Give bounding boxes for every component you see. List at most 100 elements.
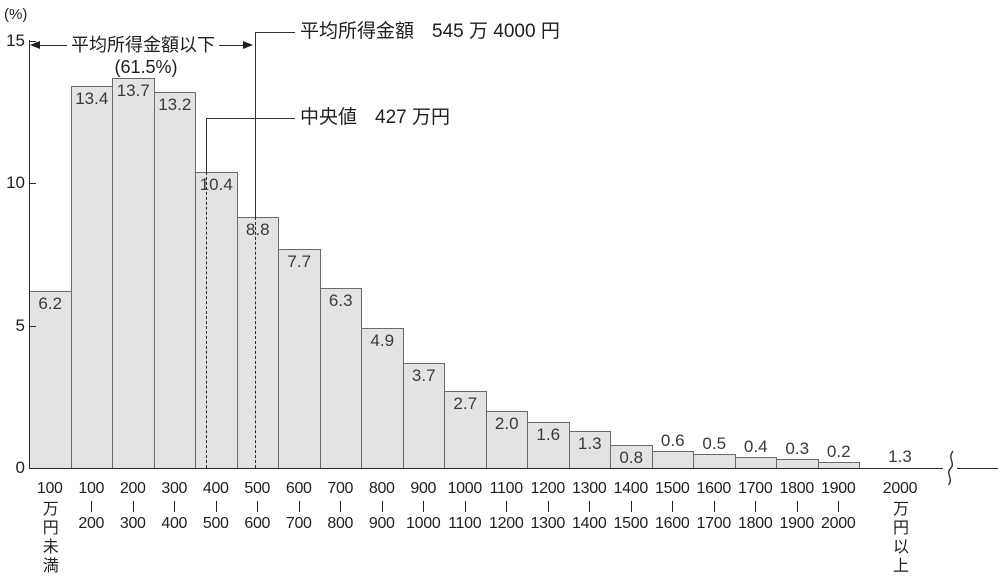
mean-leader-line <box>255 32 295 33</box>
x-category-lower-label: 1000 <box>406 515 441 532</box>
x-range-separator <box>838 501 840 512</box>
y-tick-label: 5 <box>15 315 25 335</box>
median-value: 427 万円 <box>375 107 450 128</box>
x-range-separator <box>423 501 425 512</box>
y-tick-mark <box>29 183 36 184</box>
x-unit-vertical-label: 万円以上 <box>890 500 907 576</box>
x-range-separator <box>547 501 549 512</box>
bar-value-label: 1.6 <box>536 425 561 445</box>
x-category-upper-label: 1900 <box>821 480 856 497</box>
x-category-upper-label: 300 <box>161 480 188 497</box>
x-category-upper-label: 1100 <box>489 480 524 497</box>
x-range-separator <box>381 501 383 512</box>
x-category-lower-label: 600 <box>244 515 271 532</box>
histogram-bar <box>319 288 362 469</box>
x-category-upper-label: 1400 <box>613 480 649 497</box>
x-category-lower-label: 300 <box>119 515 146 532</box>
mean-label: 平均所得金額 <box>300 21 415 42</box>
x-category-upper-label: 1500 <box>655 480 690 497</box>
histogram-bar <box>112 77 155 469</box>
x-category-lower-label: 900 <box>368 515 395 532</box>
x-category-upper-label: 100 <box>36 480 63 497</box>
x-category-lower-label: 400 <box>161 515 188 532</box>
histogram-bar <box>195 171 238 469</box>
y-tick-mark <box>29 325 36 327</box>
median-leader-line <box>206 118 295 119</box>
bar-value-label: 13.7 <box>116 80 150 100</box>
x-range-separator <box>298 501 300 512</box>
bar-value-label: 4.9 <box>370 331 395 351</box>
histogram-bar <box>153 91 196 469</box>
x-category-lower-label: 2000 <box>821 515 856 532</box>
median-line-dashed <box>206 171 207 468</box>
x-range-separator <box>257 501 259 512</box>
x-category-upper-label: 200 <box>119 480 146 497</box>
x-category-lower-label: 1500 <box>613 515 649 532</box>
x-category-upper-label: 100 <box>78 480 105 497</box>
x-category-lower-label: 1300 <box>530 515 566 532</box>
x-category-upper-label: 500 <box>244 480 271 497</box>
x-category-upper-label: 800 <box>368 480 395 497</box>
x-category-upper-label: 400 <box>202 480 229 497</box>
x-range-separator <box>506 501 508 512</box>
x-range-separator <box>755 501 757 512</box>
axis-break-mark <box>943 450 957 486</box>
y-axis-line <box>29 40 30 469</box>
x-category-upper-label: 600 <box>285 480 312 497</box>
y-tick-label: 0 <box>15 458 25 477</box>
x-category-lower-label: 1800 <box>738 515 773 532</box>
x-range-separator <box>132 501 134 512</box>
x-category-lower-label: 1900 <box>779 515 815 532</box>
bar-value-label: 3.7 <box>411 365 436 385</box>
x-category-lower-label: 200 <box>78 515 105 532</box>
x-category-lower-label: 1200 <box>489 515 524 532</box>
bar-value-label: 7.7 <box>287 251 312 271</box>
mean-value: 545 万 4000 円 <box>432 21 560 42</box>
mean-annotation-label: 平均所得金額 545 万 4000 円 <box>300 21 560 43</box>
x-range-separator <box>630 501 632 512</box>
x-range-separator <box>713 501 715 512</box>
x-unit-vertical-label: 万円未満 <box>39 500 57 576</box>
median-annotation-label: 中央値 427 万円 <box>300 107 450 129</box>
bar-value-label: 0.4 <box>743 436 768 456</box>
below-mean-arrow-label: 平均所得金額以下 <box>67 35 219 55</box>
x-category-upper-label: 900 <box>410 480 437 497</box>
bar-value-label: 1.3 <box>888 447 912 466</box>
bar-value-label: 13.2 <box>158 94 192 114</box>
x-range-separator <box>91 501 93 512</box>
histogram-bar <box>70 86 113 469</box>
below-mean-percent-label: (61.5%) <box>114 57 178 77</box>
histogram-bar <box>278 248 321 469</box>
bar-value-label: 0.6 <box>660 430 685 450</box>
bar-value-label: 1.3 <box>577 433 602 453</box>
histogram-bar <box>361 328 404 469</box>
bar-value-label: 0.2 <box>826 442 851 462</box>
x-range-separator <box>340 501 342 512</box>
histogram-bar <box>651 450 694 469</box>
x-category-upper-label: 1000 <box>447 480 483 497</box>
bar-value-label: 0.5 <box>702 433 727 453</box>
bar-value-label: 2.0 <box>494 414 519 433</box>
x-category-lower-label: 700 <box>285 515 312 532</box>
x-range-separator <box>464 501 466 512</box>
bar-value-label: 13.4 <box>75 89 109 109</box>
x-category-lower-label: 500 <box>202 515 229 532</box>
x-category-upper-label: 1200 <box>530 480 566 497</box>
bar-value-label: 0.8 <box>619 448 644 468</box>
below-mean-arrowhead-right <box>243 40 253 49</box>
bar-value-label: 6.3 <box>328 291 353 311</box>
x-axis-line <box>29 468 998 469</box>
bar-value-label: 10.4 <box>199 174 233 194</box>
median-label: 中央値 <box>300 107 358 128</box>
x-category-lower-label: 1600 <box>655 515 690 532</box>
x-category-lower-label: 800 <box>327 515 354 532</box>
y-axis-unit-label: (%) <box>4 6 28 23</box>
x-range-separator <box>672 501 674 512</box>
bar-value-label: 6.2 <box>38 294 63 314</box>
x-range-separator <box>215 501 217 512</box>
x-category-lower-label: 1700 <box>696 515 732 532</box>
y-tick-label: 15 <box>6 30 25 50</box>
histogram-bar <box>29 291 72 469</box>
x-category-upper-label: 700 <box>327 480 354 497</box>
